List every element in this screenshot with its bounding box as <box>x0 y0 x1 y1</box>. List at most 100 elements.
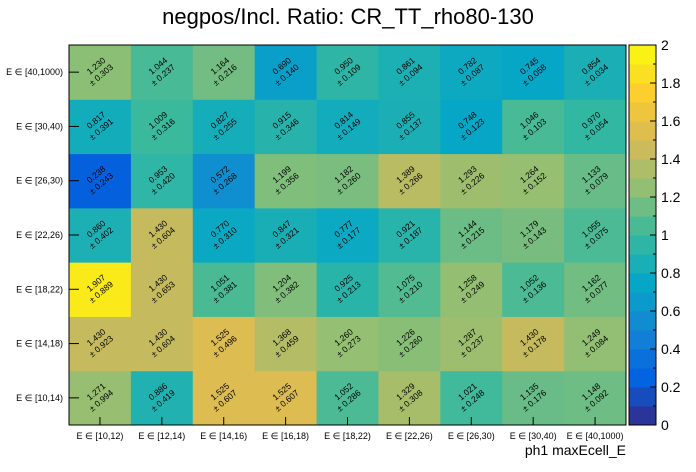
y-tick-label: E ∈ [30,40) <box>16 121 63 131</box>
heatmap-cell <box>69 370 132 426</box>
colorbar-band <box>629 235 656 255</box>
chart-title: negpos/Incl. Ratio: CR_TT_rho80-130 <box>162 4 534 29</box>
x-tick-label: E ∈ [10,12) <box>77 431 124 441</box>
heatmap-cell <box>502 207 565 263</box>
heatmap-cell <box>254 207 318 263</box>
heatmap-cell <box>378 99 441 155</box>
colorbar-tick-label: 1.4 <box>661 151 681 167</box>
x-tick-label: E ∈ [14,16) <box>200 431 247 441</box>
colorbar-band <box>629 64 656 84</box>
heatmap-cell <box>130 370 194 426</box>
heatmap-cell <box>564 316 627 372</box>
colorbar-tick-label: 1.6 <box>661 113 681 129</box>
heatmap-cell <box>564 45 627 100</box>
x-tick-label: E ∈ [30,40) <box>510 431 557 441</box>
heatmap-cell <box>69 262 132 317</box>
x-tick-label: E ∈ [22,26) <box>386 431 433 441</box>
colorbar-band <box>629 368 656 388</box>
heatmap-cell <box>192 45 256 100</box>
heatmap-cell <box>564 153 627 209</box>
heatmap-cell <box>564 370 627 426</box>
heatmap-cell <box>440 153 503 209</box>
heatmap-cell <box>254 153 318 209</box>
heatmap-cell <box>316 370 379 426</box>
heatmap-cell <box>378 262 441 317</box>
colorbar-band <box>629 159 656 179</box>
colorbar-tick-label: 1.2 <box>661 189 681 205</box>
colorbar-tick-label: 0.4 <box>661 341 681 357</box>
heatmap-cell <box>69 45 132 100</box>
heatmap-cell <box>564 262 627 317</box>
heatmap-cell <box>192 153 256 209</box>
colorbar-band <box>629 178 656 198</box>
colorbar-band <box>629 197 656 217</box>
x-tick-label: E ∈ [18,22) <box>324 431 371 441</box>
heatmap-cell <box>440 316 503 372</box>
heatmap-cell <box>130 99 194 155</box>
heatmap-cell <box>502 316 565 372</box>
colorbar-band <box>629 330 656 350</box>
x-tick-label: E ∈ [40,1000) <box>567 431 624 441</box>
colorbar-tick-label: 0.8 <box>661 265 681 281</box>
heatmap-cell <box>440 207 503 263</box>
colorbar-tick-label: 1.8 <box>661 75 681 91</box>
heatmap-cell <box>316 45 379 100</box>
heatmap-cell <box>502 370 565 426</box>
heatmap-cell <box>254 316 318 372</box>
heatmap-cell <box>502 153 565 209</box>
colorbar-band <box>629 140 656 160</box>
heatmap-cell <box>440 370 503 426</box>
y-tick-label: E ∈ [14,18) <box>16 339 63 349</box>
heatmap-cell <box>440 45 503 100</box>
heatmap-cell <box>192 262 256 317</box>
heatmap-cell <box>378 207 441 263</box>
y-tick-label: E ∈ [40,1000) <box>6 67 63 77</box>
y-tick-label: E ∈ [26,30) <box>16 176 63 186</box>
colorbar-tick-label: 0.6 <box>661 303 681 319</box>
heatmap-cell <box>316 207 379 263</box>
colorbar-tick-label: 2 <box>661 37 669 53</box>
colorbar-tick-label: 1 <box>661 227 669 243</box>
colorbar-band <box>629 406 656 426</box>
colorbar-tick-label: 0.2 <box>661 379 681 395</box>
heatmap-cell <box>502 99 565 155</box>
heatmap-cell <box>378 316 441 372</box>
heatmap-cell <box>254 262 318 317</box>
heatmap-cell <box>254 99 318 155</box>
heatmap-cell <box>130 45 194 100</box>
colorbar-band <box>629 254 656 274</box>
heatmap-cell <box>192 370 256 426</box>
heatmap-cell <box>254 370 318 426</box>
heatmap-cell <box>192 207 256 263</box>
heatmap-cell <box>316 262 379 317</box>
x-tick-label: E ∈ [16,18) <box>262 431 309 441</box>
colorbar-band <box>629 216 656 236</box>
heatmap-cell <box>254 45 318 100</box>
heatmap-cell <box>502 262 565 317</box>
heatmap-cell <box>69 153 132 209</box>
heatmap-cell <box>192 316 256 372</box>
heatmap-cell <box>130 316 194 372</box>
x-tick-label: E ∈ [26,30) <box>448 431 495 441</box>
heatmap-cell <box>192 99 256 155</box>
heatmap-cell <box>378 153 441 209</box>
heatmap-cell <box>316 99 379 155</box>
heatmap-cell <box>130 207 194 263</box>
colorbar-band <box>629 349 656 369</box>
heatmap-cell <box>316 153 379 209</box>
colorbar-band <box>629 273 656 293</box>
heatmap-cell <box>69 316 132 372</box>
colorbar-band <box>629 102 656 122</box>
colorbar-band <box>629 311 656 331</box>
heatmap-cell <box>69 207 132 263</box>
heatmap-cell <box>130 153 194 209</box>
y-tick-label: E ∈ [10,14) <box>16 393 63 403</box>
x-tick-label: E ∈ [12,14) <box>138 431 185 441</box>
colorbar-band <box>629 292 656 312</box>
heatmap-cell <box>378 370 441 426</box>
heatmap-cell <box>564 99 627 155</box>
heatmap-cell <box>440 99 503 155</box>
colorbar-band <box>629 83 656 103</box>
colorbar-band <box>629 121 656 141</box>
